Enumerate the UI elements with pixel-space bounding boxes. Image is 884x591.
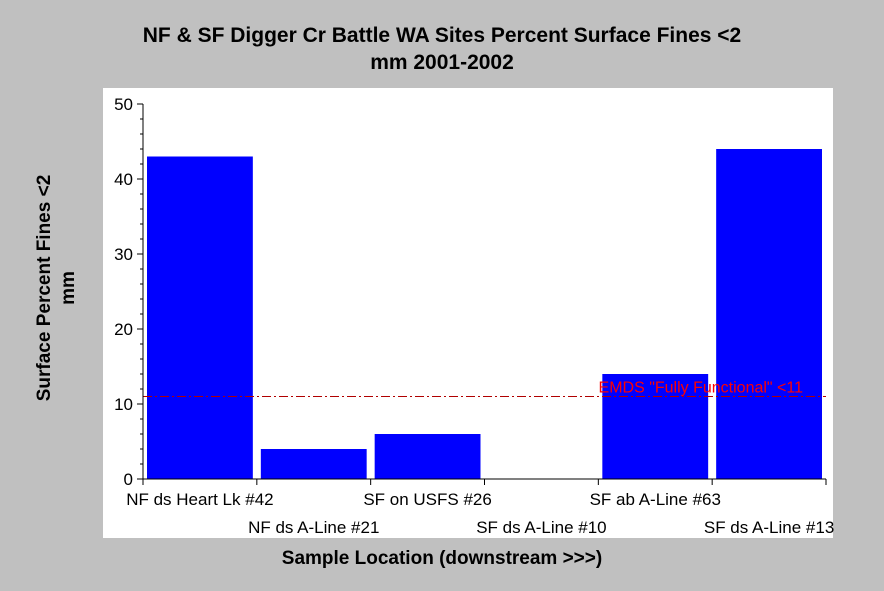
bar [602,374,709,479]
chart-title: NF & SF Digger Cr Battle WA Sites Percen… [0,22,884,76]
bar [374,434,481,479]
y-axis-label-line2: mm [58,271,79,305]
bar [260,449,367,479]
bars-group [147,149,822,479]
y-tick-label: 40 [114,170,133,189]
y-tick-label: 50 [114,95,133,114]
x-tick-label: NF ds Heart Lk #42 [126,490,273,509]
x-axis-label: Sample Location (downstream >>>) [281,548,603,569]
x-tick-label: SF ab A-Line #63 [590,490,721,509]
y-tick-label: 20 [114,320,133,339]
reference-line-group: EMDS "Fully Functional" <11 [143,380,826,397]
bar [716,149,822,479]
y-tick-label: 30 [114,245,133,264]
bar [147,156,253,479]
chart-title-line1: NF & SF Digger Cr Battle WA Sites Percen… [142,24,742,47]
x-tick-label: SF ds A-Line #10 [476,518,606,537]
x-tick-label: SF on USFS #26 [363,490,492,509]
reference-line-label: EMDS "Fully Functional" <11 [599,380,804,397]
y-axis-label: Surface Percent Fines <2 mm [33,175,81,402]
axes-group: 0 10 20 30 40 50 NF ds Heart Lk #42 NF ds A-Lin… [114,95,834,537]
y-tick-label: 10 [114,395,133,414]
chart-title-line2: mm 2001-2002 [370,51,514,74]
y-axis-label-line1: Surface Percent Fines <2 [34,174,55,402]
x-tick-label: NF ds A-Line #21 [248,518,379,537]
x-tick-label: SF ds A-Line #13 [704,518,834,537]
y-tick-label: 0 [124,470,133,489]
